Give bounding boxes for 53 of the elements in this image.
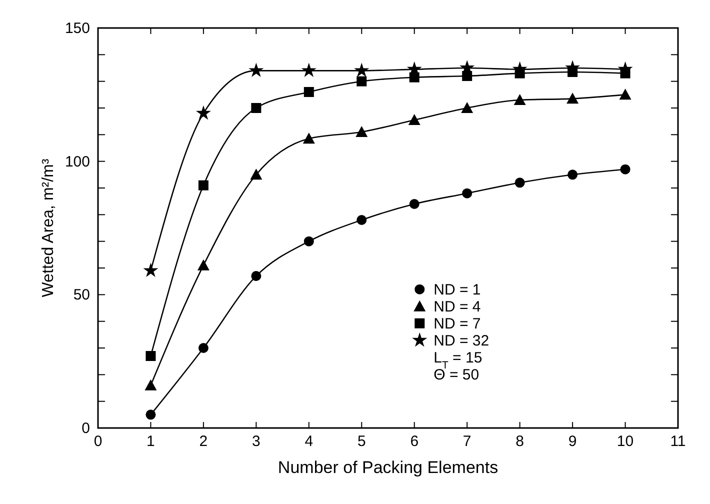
point — [248, 62, 264, 78]
point — [620, 164, 630, 174]
point — [619, 88, 632, 100]
point — [409, 199, 420, 209]
x-tick-label: 5 — [357, 433, 366, 450]
x-tick-label: 7 — [462, 433, 472, 450]
point — [251, 103, 262, 113]
x-tick-label: 0 — [94, 433, 102, 450]
point — [143, 262, 158, 278]
x-axis-title: Number of Packing Elements — [278, 458, 498, 477]
point — [198, 180, 208, 190]
x-tick-label: 11 — [670, 433, 686, 450]
point — [250, 168, 262, 180]
legend-label: ND = 32 — [434, 332, 490, 350]
point — [144, 379, 157, 390]
annotation: Θ = 50 — [434, 366, 480, 384]
y-tick-label: 150 — [64, 20, 90, 37]
point — [198, 343, 208, 353]
point — [514, 178, 525, 188]
y-tick-label: 100 — [64, 153, 90, 170]
point — [146, 410, 156, 420]
x-tick-label: 9 — [568, 433, 577, 450]
x-tick-label: 8 — [516, 433, 524, 450]
x-tick-label: 6 — [410, 433, 419, 450]
legend-label: ND = 1 — [434, 281, 481, 298]
point — [462, 188, 472, 198]
point — [408, 114, 420, 125]
point — [356, 76, 367, 86]
point — [251, 271, 262, 281]
y-axis-title: Wetted Area, m²/m³ — [40, 158, 57, 298]
point — [197, 259, 210, 270]
point — [354, 62, 370, 78]
x-tick-label: 3 — [252, 433, 260, 450]
point — [301, 62, 316, 78]
legend-label: ND = 4 — [434, 298, 481, 316]
x-tick-label: 10 — [616, 433, 634, 450]
x-tick-label: 2 — [199, 433, 208, 450]
point — [568, 170, 578, 180]
point — [356, 126, 368, 137]
point — [566, 92, 579, 104]
y-tick-label: 0 — [82, 420, 90, 437]
point — [304, 87, 314, 97]
x-tick-label: 1 — [146, 433, 155, 450]
point — [146, 351, 156, 361]
point — [304, 236, 314, 246]
point — [356, 215, 367, 225]
y-tick-label: 50 — [73, 286, 90, 304]
x-tick-label: 4 — [304, 433, 314, 450]
point — [302, 132, 315, 144]
legend-label: ND = 7 — [434, 315, 481, 332]
point — [514, 94, 526, 105]
point — [461, 102, 474, 113]
point — [196, 105, 211, 120]
